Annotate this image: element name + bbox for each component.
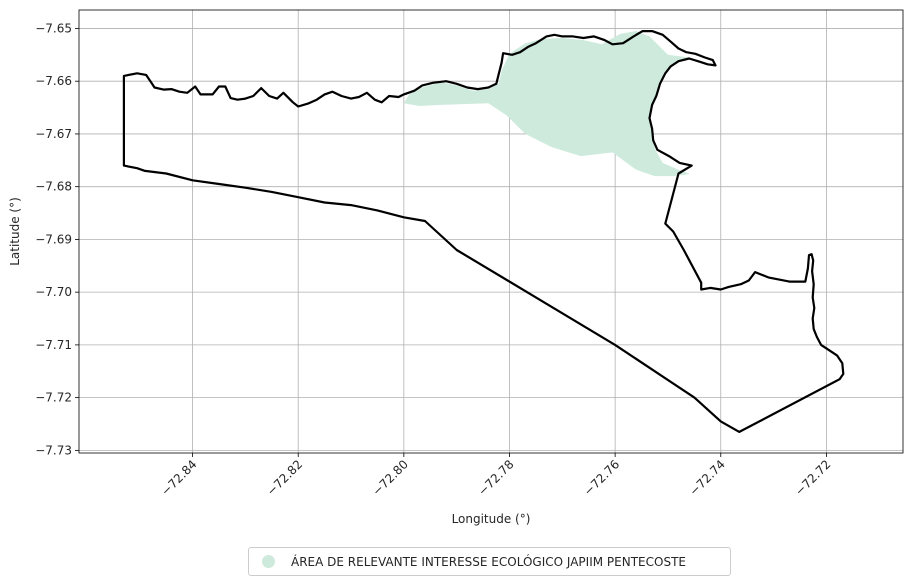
plot-frame bbox=[78, 9, 904, 454]
map-chart: −72.84 −72.82 −72.80 −72.78 −72.76 −72.74 −72.… bbox=[8, 9, 904, 526]
y-tick-label: −7.72 bbox=[35, 391, 72, 405]
x-tick-label: −72.74 bbox=[687, 457, 728, 498]
y-tick-label: −7.67 bbox=[35, 127, 72, 141]
x-tick-label: −72.82 bbox=[264, 457, 305, 498]
legend: ÁREA DE RELEVANTE INTERESSE ECOLÓGICO JA… bbox=[248, 547, 731, 576]
ecological-area-polygon bbox=[403, 31, 691, 177]
y-axis-ticks: −7.65 −7.66 −7.67 −7.68 −7.69 −7.70 −7.71 −7.72… bbox=[35, 21, 79, 457]
y-tick-label: −7.68 bbox=[35, 180, 72, 194]
legend-swatch-circle bbox=[262, 555, 275, 568]
y-tick-label: −7.71 bbox=[35, 338, 72, 352]
y-axis-title: Latitude (°) bbox=[8, 197, 22, 266]
y-tick-label: −7.65 bbox=[35, 21, 72, 35]
x-tick-label: −72.72 bbox=[792, 457, 833, 498]
grid-lines bbox=[79, 10, 903, 453]
legend-label: ÁREA DE RELEVANTE INTERESSE ECOLÓGICO JA… bbox=[291, 554, 686, 569]
municipality-boundary-outline bbox=[122, 30, 845, 433]
x-tick-label: −72.84 bbox=[158, 457, 199, 498]
x-tick-label: −72.78 bbox=[475, 457, 516, 498]
y-tick-label: −7.66 bbox=[35, 74, 72, 88]
y-tick-label: −7.69 bbox=[35, 232, 72, 246]
y-tick-label: −7.73 bbox=[35, 443, 72, 457]
x-tick-label: −72.76 bbox=[581, 457, 622, 498]
x-axis-ticks: −72.84 −72.82 −72.80 −72.78 −72.76 −72.74 −72.… bbox=[158, 453, 834, 499]
y-tick-label: −7.70 bbox=[35, 285, 72, 299]
x-tick-label: −72.80 bbox=[370, 457, 411, 498]
x-axis-title: Longitude (°) bbox=[452, 512, 531, 526]
